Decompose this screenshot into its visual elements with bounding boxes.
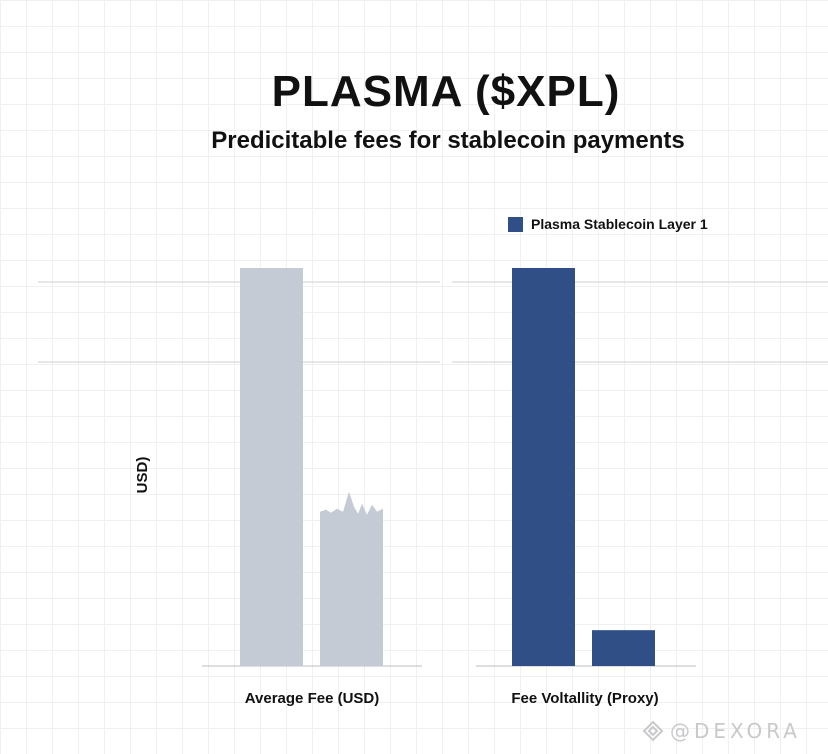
chart-subtitle: Predicitable fees for stablecoin payment… (211, 127, 685, 154)
watermark-text: @DEXORA (670, 719, 801, 743)
diamond-logo-icon (642, 720, 664, 742)
legend-swatch (508, 217, 523, 232)
chart-title: PLASMA ($XPL) (272, 67, 621, 116)
y-axis-label: USD) (134, 457, 151, 494)
bar-fee-volatility-1 (512, 268, 575, 666)
bar-fee-volatility-2 (592, 630, 655, 666)
bar-average-fee-1 (240, 268, 303, 666)
x-category-label-fee-volatility: Fee Voltallity (Proxy) (511, 690, 658, 707)
watermark: @DEXORA (642, 719, 801, 743)
x-category-label-average-fee: Average Fee (USD) (245, 690, 380, 707)
bar-average-fee-2 (320, 491, 383, 666)
legend-label: Plasma Stablecoin Layer 1 (531, 216, 708, 232)
